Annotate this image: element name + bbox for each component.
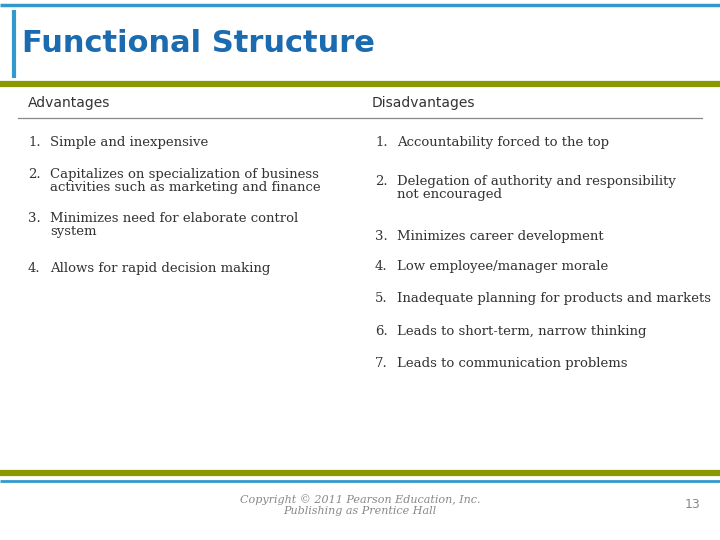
Text: Inadequate planning for products and markets: Inadequate planning for products and mar… (397, 292, 711, 305)
Text: 2.: 2. (28, 168, 40, 181)
Text: Copyright © 2011 Pearson Education, Inc.
Publishing as Prentice Hall: Copyright © 2011 Pearson Education, Inc.… (240, 494, 480, 516)
Text: 2.: 2. (375, 175, 387, 188)
Text: Minimizes need for elaborate control: Minimizes need for elaborate control (50, 212, 298, 225)
Text: Allows for rapid decision making: Allows for rapid decision making (50, 262, 271, 275)
Text: 1.: 1. (375, 136, 387, 149)
Text: Accountability forced to the top: Accountability forced to the top (397, 136, 609, 149)
Text: 13: 13 (684, 498, 700, 511)
Text: Minimizes career development: Minimizes career development (397, 230, 603, 243)
Text: Advantages: Advantages (28, 96, 110, 110)
Text: 3.: 3. (28, 212, 41, 225)
Text: not encouraged: not encouraged (397, 188, 502, 201)
Text: Leads to short-term, narrow thinking: Leads to short-term, narrow thinking (397, 325, 647, 338)
Text: 7.: 7. (375, 357, 388, 370)
Text: Simple and inexpensive: Simple and inexpensive (50, 136, 208, 149)
Text: Low employee/manager morale: Low employee/manager morale (397, 260, 608, 273)
Text: 4.: 4. (28, 262, 40, 275)
Text: Functional Structure: Functional Structure (22, 30, 375, 58)
Text: 3.: 3. (375, 230, 388, 243)
Text: Disadvantages: Disadvantages (372, 96, 475, 110)
Text: Delegation of authority and responsibility: Delegation of authority and responsibili… (397, 175, 676, 188)
Text: 4.: 4. (375, 260, 387, 273)
Text: 1.: 1. (28, 136, 40, 149)
Text: Leads to communication problems: Leads to communication problems (397, 357, 628, 370)
Text: Capitalizes on specialization of business: Capitalizes on specialization of busines… (50, 168, 319, 181)
Text: activities such as marketing and finance: activities such as marketing and finance (50, 181, 320, 194)
Text: system: system (50, 225, 96, 238)
Text: 6.: 6. (375, 325, 388, 338)
Text: 5.: 5. (375, 292, 387, 305)
